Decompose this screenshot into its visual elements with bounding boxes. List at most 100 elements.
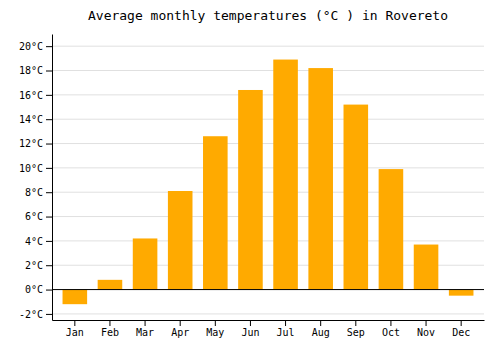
y-tick: 8°C bbox=[25, 187, 52, 198]
y-tick: 6°C bbox=[25, 211, 52, 222]
y-tick-mark bbox=[46, 144, 52, 145]
x-tick: Jan bbox=[66, 320, 84, 338]
x-tick-mark bbox=[74, 320, 75, 326]
grid-line bbox=[52, 167, 484, 168]
x-tick: Jun bbox=[241, 320, 259, 338]
y-axis-line bbox=[52, 35, 53, 321]
y-tick-label: 16°C bbox=[19, 90, 43, 101]
bar bbox=[168, 191, 193, 290]
y-tick-mark bbox=[46, 314, 52, 315]
y-tick-mark bbox=[46, 95, 52, 96]
grid-line bbox=[52, 313, 484, 314]
x-tick-mark bbox=[250, 320, 251, 326]
grid-line bbox=[52, 143, 484, 144]
y-tick-label: -2°C bbox=[19, 309, 43, 320]
bar bbox=[379, 169, 404, 289]
x-tick: Mar bbox=[136, 320, 154, 338]
grid-line bbox=[52, 46, 484, 47]
x-tick-mark bbox=[285, 320, 286, 326]
x-tick-label: Nov bbox=[417, 327, 435, 338]
zero-line bbox=[52, 289, 484, 290]
x-tick-label: May bbox=[206, 327, 224, 338]
bar bbox=[98, 280, 123, 290]
grid-line bbox=[52, 192, 484, 193]
bar bbox=[273, 60, 298, 290]
y-tick: 10°C bbox=[19, 163, 52, 174]
grid-line bbox=[52, 289, 484, 290]
x-tick-label: Jul bbox=[277, 327, 295, 338]
grid-line bbox=[52, 216, 484, 217]
y-tick-label: 6°C bbox=[25, 211, 43, 222]
title: Average monthly temperatures (°C ) in Ro… bbox=[88, 8, 448, 23]
x-tick-mark bbox=[180, 320, 181, 326]
bar bbox=[133, 238, 158, 289]
bar bbox=[449, 290, 474, 296]
y-tick-mark bbox=[46, 290, 52, 291]
bar bbox=[344, 105, 369, 290]
grid bbox=[52, 46, 484, 314]
bars bbox=[52, 60, 484, 305]
x-axis-line bbox=[53, 320, 485, 321]
y-tick: -2°C bbox=[19, 309, 52, 320]
y-tick-mark bbox=[46, 46, 52, 47]
y-tick-label: 12°C bbox=[19, 138, 43, 149]
bar bbox=[203, 136, 228, 289]
y-tick: 16°C bbox=[19, 90, 52, 101]
y-tick-mark bbox=[46, 265, 52, 266]
y-tick: 18°C bbox=[19, 65, 52, 76]
bar bbox=[238, 90, 263, 290]
x-tick: Nov bbox=[417, 320, 435, 338]
x-tick-label: Mar bbox=[136, 327, 154, 338]
y-tick: 14°C bbox=[19, 114, 52, 125]
x-tick-mark bbox=[109, 320, 110, 326]
y-tick-label: 8°C bbox=[25, 187, 43, 198]
y-tick: 0°C bbox=[25, 284, 52, 295]
y-tick: 20°C bbox=[19, 41, 52, 52]
grid-line bbox=[52, 119, 484, 120]
x-tick: Dec bbox=[452, 320, 470, 338]
x-tick-label: Jun bbox=[241, 327, 259, 338]
chart: -2°C 0°C 2°C 4°C 6°C 8°C 10°C 12°C 14°C 16°C 18°C 2… bbox=[0, 0, 500, 350]
x-tick-mark bbox=[461, 320, 462, 326]
bar bbox=[63, 290, 88, 305]
y-tick: 4°C bbox=[25, 236, 52, 247]
x-tick-mark bbox=[426, 320, 427, 326]
x-tick: Feb bbox=[101, 320, 119, 338]
x-axis: Jan Feb Mar Apr May Jun Jul Aug Sep Oct Nov Dec bbox=[53, 320, 485, 338]
x-tick-label: Sep bbox=[347, 327, 365, 338]
x-tick-label: Apr bbox=[171, 327, 189, 338]
x-tick-mark bbox=[355, 320, 356, 326]
x-tick: Aug bbox=[312, 320, 330, 338]
x-tick-mark bbox=[320, 320, 321, 326]
y-tick-label: 18°C bbox=[19, 65, 43, 76]
x-tick-label: Aug bbox=[312, 327, 330, 338]
y-tick-mark bbox=[46, 168, 52, 169]
y-tick-label: 14°C bbox=[19, 114, 43, 125]
x-tick-mark bbox=[390, 320, 391, 326]
y-tick-mark bbox=[46, 241, 52, 242]
y-tick-label: 4°C bbox=[25, 236, 43, 247]
y-tick-mark bbox=[46, 192, 52, 193]
x-tick: May bbox=[206, 320, 224, 338]
y-tick-label: 0°C bbox=[25, 284, 43, 295]
x-tick: Oct bbox=[382, 320, 400, 338]
bar bbox=[308, 68, 333, 289]
x-tick-mark bbox=[145, 320, 146, 326]
y-tick-mark bbox=[46, 119, 52, 120]
bar bbox=[414, 245, 439, 290]
x-tick-mark bbox=[215, 320, 216, 326]
x-tick: Jul bbox=[277, 320, 295, 338]
y-tick: 2°C bbox=[25, 260, 52, 271]
x-tick: Sep bbox=[347, 320, 365, 338]
grid-line bbox=[52, 70, 484, 71]
y-tick-label: 20°C bbox=[19, 41, 43, 52]
y-tick-mark bbox=[46, 71, 52, 72]
x-tick-label: Feb bbox=[101, 327, 119, 338]
y-tick: 12°C bbox=[19, 138, 52, 149]
x-tick: Apr bbox=[171, 320, 189, 338]
x-tick-label: Oct bbox=[382, 327, 400, 338]
y-tick-label: 2°C bbox=[25, 260, 43, 271]
grid-line bbox=[52, 94, 484, 95]
y-tick-mark bbox=[46, 217, 52, 218]
x-tick-label: Dec bbox=[452, 327, 470, 338]
